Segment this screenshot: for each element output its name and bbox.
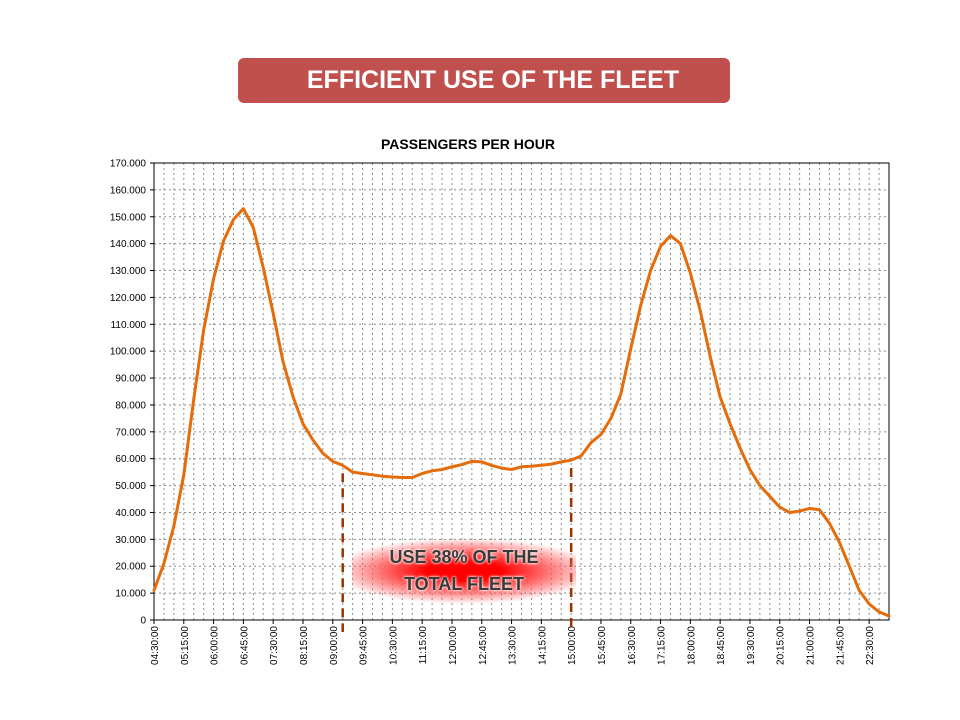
y-tick-label: 10.000 [115,589,146,600]
chart-title: PASSENGERS PER HOUR [381,136,555,152]
x-tick-label: 05:15:00 [180,626,191,665]
x-tick-label: 06:45:00 [239,626,250,665]
x-tick-label: 13:30:00 [508,626,519,665]
y-tick-label: 50.000 [115,481,146,492]
y-tick-label: 80.000 [115,400,146,411]
y-tick-label: 70.000 [115,427,146,438]
x-tick-label: 09:00:00 [329,626,340,665]
x-tick-label: 22:30:00 [865,626,876,665]
x-tick-label: 12:00:00 [448,626,459,665]
x-tick-label: 08:15:00 [299,626,310,665]
y-tick-label: 150.000 [110,212,147,223]
y-tick-label: 170.000 [110,159,147,170]
x-tick-label: 12:45:00 [478,626,489,665]
y-tick-label: 120.000 [110,293,147,304]
y-tick-label: 140.000 [110,239,147,250]
y-tick-label: 40.000 [115,508,146,519]
x-tick-label: 04:30:00 [150,626,161,665]
x-tick-label: 19:30:00 [746,626,757,665]
y-tick-label: 90.000 [115,374,146,385]
x-tick-label: 06:00:00 [210,626,221,665]
x-tick-label: 18:00:00 [686,626,697,665]
x-tick-label: 10:30:00 [388,626,399,665]
y-tick-label: 20.000 [115,562,146,573]
y-tick-label: 60.000 [115,454,146,465]
x-tick-label: 20:15:00 [776,626,787,665]
y-tick-label: 100.000 [110,347,147,358]
y-tick-label: 130.000 [110,266,147,277]
y-tick-label: 110.000 [111,320,147,331]
x-tick-label: 17:15:00 [657,626,668,665]
passengers-series-line [152,207,891,618]
x-tick-label: 21:45:00 [835,626,846,665]
callout-highlight [352,538,576,604]
title-banner: EFFICIENT USE OF THE FLEET [238,58,730,103]
y-tick-label: 0 [140,616,146,627]
callout-line-2: TOTAL FLEET [404,574,524,594]
x-tick-label: 07:30:00 [269,626,280,665]
x-tick-label: 09:45:00 [359,626,370,665]
x-tick-label: 14:15:00 [537,626,548,665]
x-tick-label: 15:00:00 [567,626,578,665]
plot-area [153,162,890,621]
x-tick-label: 15:45:00 [597,626,608,665]
x-tick-label: 21:00:00 [806,626,817,665]
x-tick-label: 11:15:00 [418,626,429,665]
y-tick-label: 30.000 [115,535,146,546]
fleet-usage-callout: USE 38% OF THE TOTAL FLEET [352,538,576,604]
x-tick-label: 18:45:00 [716,626,727,665]
banner-title: EFFICIENT USE OF THE FLEET [306,66,680,94]
y-tick-label: 160.000 [110,185,147,196]
callout-line-1: USE 38% OF THE [389,547,539,567]
x-tick-label: 16:30:00 [627,626,638,665]
